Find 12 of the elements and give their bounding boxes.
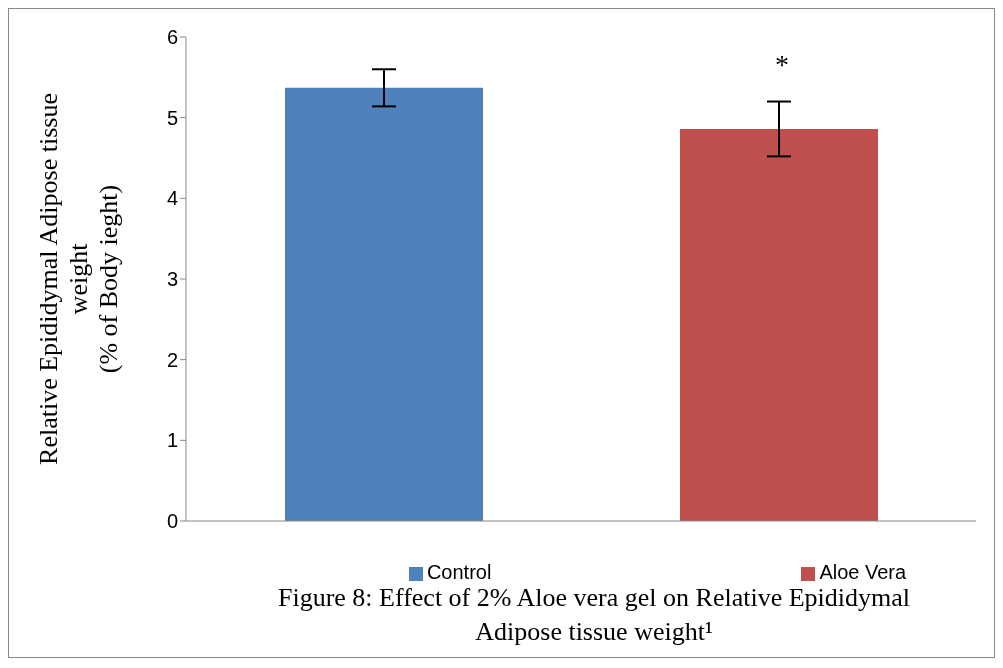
caption: Figure 8: Effect of 2% Aloe vera gel on Relative Epididymal Adipose tissue weight¹ — [277, 582, 911, 648]
y-tick-label: 0 — [166, 510, 178, 533]
y-tick-label: 5 — [166, 106, 178, 129]
y-axis-title: Relative Epididymal Adipose tissue weight (% of Body ieght) — [34, 93, 123, 465]
annotation: * — [775, 49, 789, 81]
y-tick-label: 6 — [166, 26, 178, 49]
legend-label: Aloe Vera — [819, 561, 907, 583]
y-tick-label: 3 — [166, 268, 178, 291]
y-tick-label: 4 — [166, 187, 178, 210]
y-tick-label: 2 — [166, 348, 178, 371]
y-tick-label: 1 — [166, 429, 178, 452]
legend-label: Control — [426, 561, 492, 583]
